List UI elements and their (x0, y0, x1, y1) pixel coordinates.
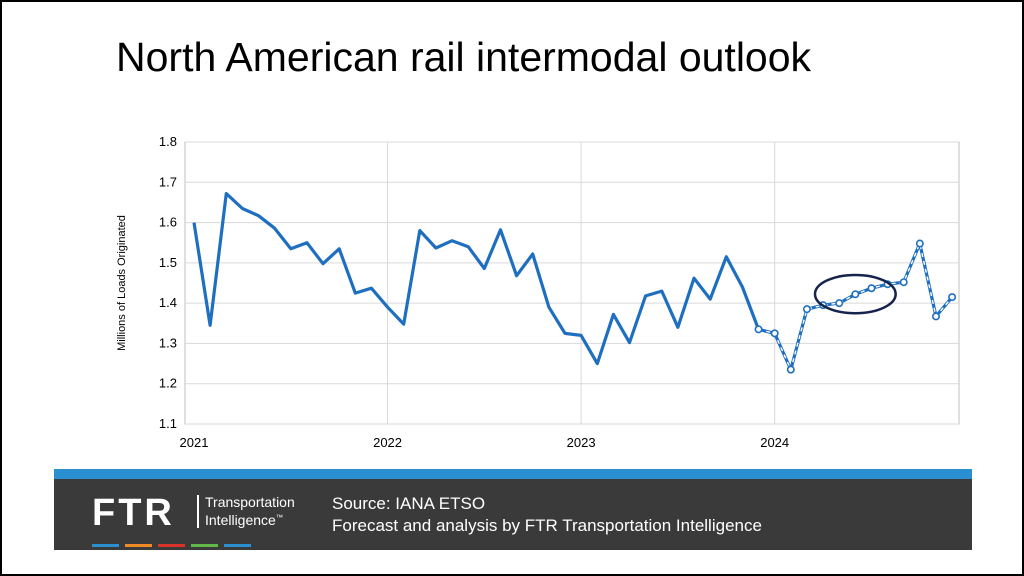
forecast-point (835, 299, 844, 308)
logo-stripe (125, 544, 152, 547)
x-tick-label: 2024 (760, 435, 789, 450)
x-tick-label: 2022 (373, 435, 402, 450)
logo-stripe (92, 544, 119, 547)
highlight-ellipse (813, 273, 897, 315)
logo-stripes (92, 534, 302, 547)
y-tick-label: 1.6 (159, 215, 177, 230)
forecast-point (867, 284, 876, 293)
forecast-point (931, 312, 940, 321)
slide-title: North American rail intermodal outlook (116, 34, 812, 80)
ftr-logo: FTR Transportation Intelligence™ (92, 492, 302, 547)
y-tick-label: 1.2 (159, 376, 177, 391)
y-tick-label: 1.3 (159, 335, 177, 350)
logo-stripe (191, 544, 218, 547)
forecast-point (802, 305, 811, 314)
forecast-point (770, 329, 779, 338)
logo-line-1: Transportation (205, 494, 295, 510)
source-text: Source: IANA ETSO (332, 494, 486, 513)
y-tick-label: 1.1 (159, 416, 177, 431)
y-tick-label: 1.7 (159, 174, 177, 189)
forecast-point (948, 293, 957, 302)
x-tick-label: 2021 (180, 435, 209, 450)
forecast-point (899, 278, 908, 287)
logo-trademark: ™ (275, 514, 283, 522)
logo-line-2-text: Intelligence (205, 512, 276, 528)
logo-stripe (224, 544, 251, 547)
footer-accent-bar (54, 469, 972, 479)
plot-frame (184, 141, 960, 425)
y-axis-label: Millions of Loads Originated (116, 215, 128, 351)
forecast-point (915, 239, 924, 248)
y-tick-label: 1.4 (159, 295, 177, 310)
footer-panel: FTR Transportation Intelligence™ Source:… (54, 479, 972, 550)
forecast-note: Forecast and analysis by FTR Transportat… (332, 516, 762, 535)
forecast-point (786, 365, 795, 374)
y-tick-label: 1.8 (159, 134, 177, 149)
forecast-point (851, 290, 860, 299)
logo-stripe (158, 544, 185, 547)
y-tick-label: 1.5 (159, 255, 177, 270)
forecast-point (754, 325, 763, 334)
logo-divider (197, 495, 199, 528)
x-tick-label: 2023 (567, 435, 596, 450)
logo-line-2: Intelligence™ (205, 512, 283, 528)
logo-mark: FTR (92, 492, 175, 534)
